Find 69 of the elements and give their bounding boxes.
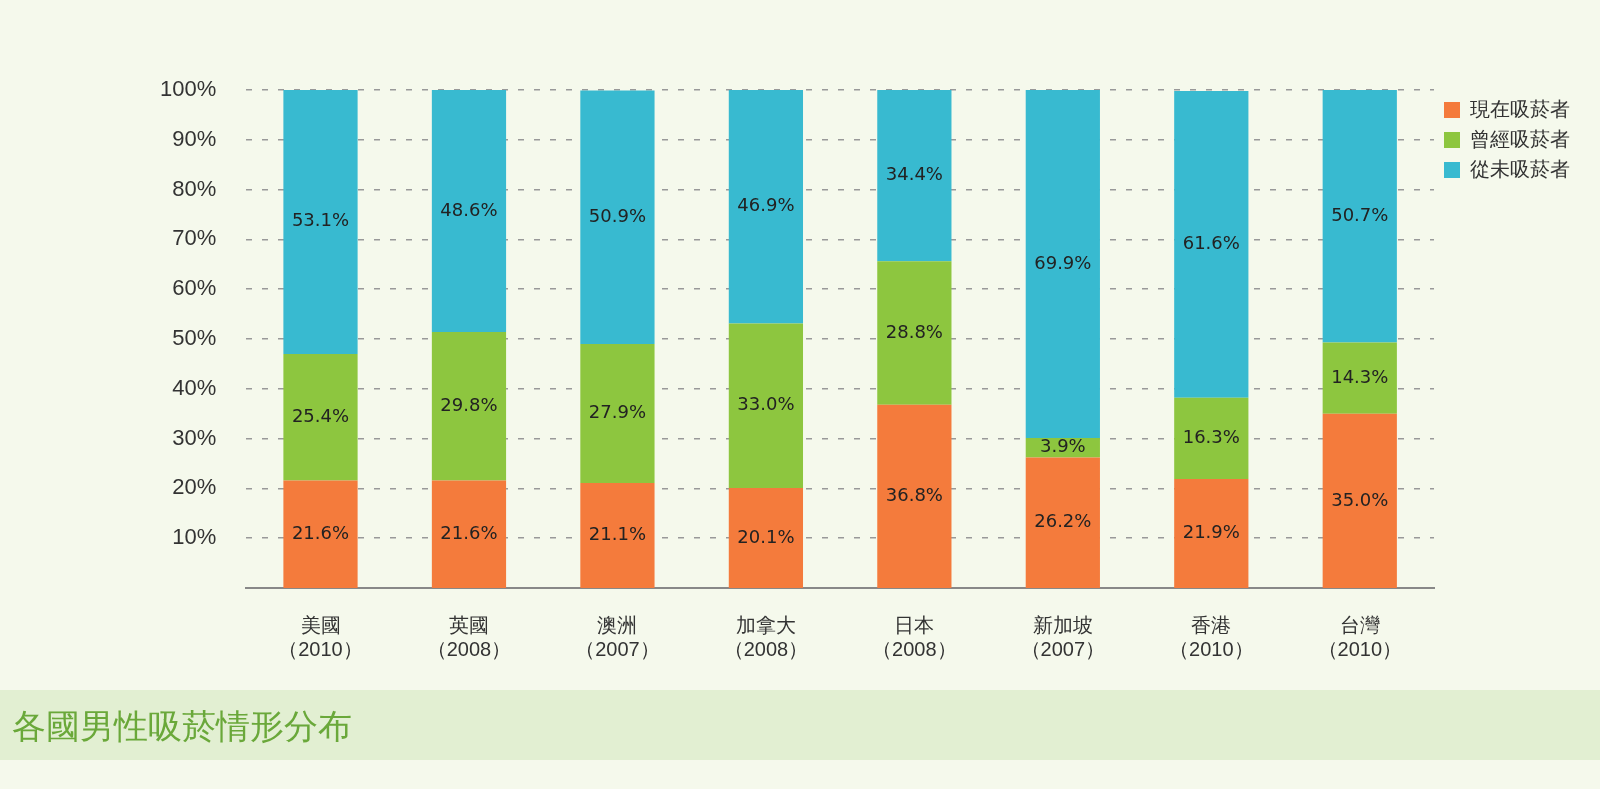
x-tick-label: 日本（2008） bbox=[872, 613, 957, 660]
y-tick-label: 60% bbox=[172, 275, 217, 301]
x-tick-label: 台灣（2010） bbox=[1317, 613, 1403, 660]
data-label: 29.8% bbox=[440, 393, 498, 415]
y-tick-label: 80% bbox=[172, 175, 217, 201]
data-label: 16.3% bbox=[1182, 426, 1240, 448]
text: 各國男性吸菸情形分布 bbox=[0, 690, 1600, 760]
data-label: 27.9% bbox=[588, 401, 647, 423]
data-label: 3.9% bbox=[1039, 435, 1086, 457]
y-tick-label: 20% bbox=[172, 474, 217, 500]
data-label: 34.4% bbox=[885, 163, 943, 185]
bar bbox=[580, 343, 655, 483]
legend-label: 曾經吸菸者 bbox=[1470, 127, 1570, 150]
bar bbox=[1322, 342, 1397, 414]
x-tick-label: 香港（2010） bbox=[1169, 613, 1254, 660]
data-label: 50.7% bbox=[1331, 203, 1389, 225]
bar bbox=[431, 332, 507, 481]
data-label: 21.6% bbox=[440, 521, 498, 543]
bar bbox=[1025, 457, 1100, 588]
y-tick-label: 100% bbox=[159, 76, 217, 102]
data-label: 61.6% bbox=[1182, 232, 1240, 254]
data-label: 21.6% bbox=[291, 521, 350, 543]
bar bbox=[283, 480, 358, 588]
data-label: 48.6% bbox=[440, 198, 498, 220]
legend-label: 從未吸菸者 bbox=[1470, 157, 1570, 180]
data-label: 69.9% bbox=[1034, 251, 1092, 273]
bar bbox=[728, 323, 804, 488]
bar bbox=[580, 482, 655, 588]
bar bbox=[1174, 91, 1249, 398]
bar bbox=[580, 90, 655, 344]
bar bbox=[431, 480, 507, 588]
bar bbox=[1174, 397, 1249, 479]
bar bbox=[431, 90, 507, 333]
bar bbox=[1025, 90, 1100, 439]
bar bbox=[877, 90, 952, 262]
x-tick-label: 英國（2008） bbox=[426, 613, 512, 660]
bar bbox=[283, 353, 358, 481]
y-tick-label: 40% bbox=[172, 374, 217, 400]
data-label: 28.8% bbox=[885, 320, 943, 342]
y-tick-label: 30% bbox=[172, 424, 217, 450]
bar bbox=[1322, 90, 1397, 343]
data-label: 33.0% bbox=[737, 393, 795, 415]
data-label: 21.9% bbox=[1182, 521, 1240, 543]
legend-label: 現在吸菸者 bbox=[1470, 97, 1570, 120]
data-label: 46.9% bbox=[737, 194, 795, 216]
bar bbox=[1322, 413, 1397, 588]
data-label: 50.9% bbox=[588, 204, 647, 226]
y-tick-label: 90% bbox=[172, 125, 217, 151]
data-label: 20.1% bbox=[737, 525, 795, 547]
y-tick-label: 10% bbox=[172, 524, 217, 550]
y-tick-label: 70% bbox=[172, 225, 217, 251]
bar bbox=[283, 90, 358, 354]
bar bbox=[728, 487, 804, 588]
bar bbox=[877, 261, 952, 405]
data-label: 26.2% bbox=[1034, 510, 1092, 532]
data-label: 21.1% bbox=[588, 523, 647, 545]
x-tick-label: 新加坡（2007） bbox=[1020, 613, 1106, 660]
x-tick-label: 澳洲（2007） bbox=[575, 613, 660, 660]
data-label: 25.4% bbox=[291, 404, 350, 426]
bar bbox=[877, 404, 952, 588]
bar bbox=[1174, 478, 1249, 588]
bar bbox=[728, 90, 804, 324]
x-tick-label: 加拿大（2008） bbox=[723, 613, 809, 660]
x-tick-label: 美國（2010） bbox=[278, 613, 363, 660]
data-label: 36.8% bbox=[885, 484, 943, 506]
y-tick-label: 50% bbox=[172, 325, 217, 351]
data-label: 35.0% bbox=[1331, 488, 1389, 510]
data-label: 53.1% bbox=[291, 209, 350, 231]
data-label: 14.3% bbox=[1331, 365, 1389, 387]
